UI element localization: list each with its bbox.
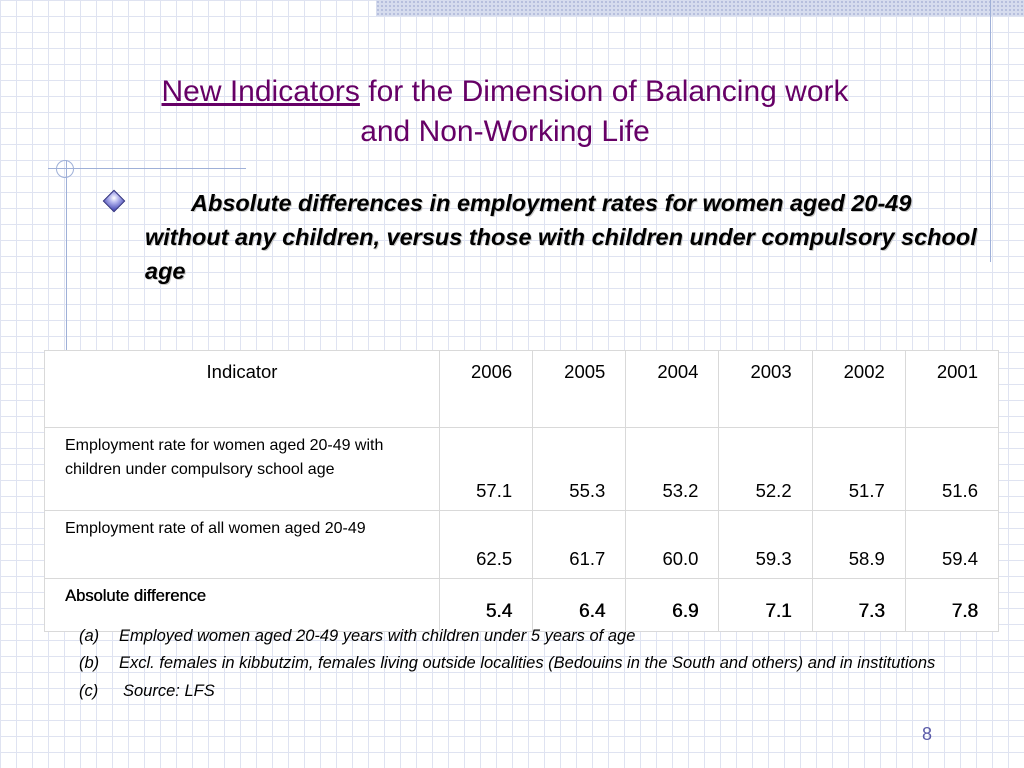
footnotes: (a) Employed women aged 20-49 years with … xyxy=(79,626,959,709)
header-year: 2002 xyxy=(811,350,906,428)
table-row-difference: Absolute difference 5.4 6.4 6.9 7.1 7.3 … xyxy=(44,578,1000,632)
table-cell: 53.2 xyxy=(625,427,720,511)
title-line-2: and Non-Working Life xyxy=(360,115,650,148)
header-indicator: Indicator xyxy=(44,350,440,428)
decorative-vertical-line-right xyxy=(990,0,991,262)
decorative-vertical-line-left xyxy=(66,160,67,418)
footnote-letter: (b) xyxy=(79,654,100,672)
decorative-ring xyxy=(56,160,74,178)
table-cell: 59.3 xyxy=(718,510,813,579)
table-row: Employment rate of all women aged 20-49 … xyxy=(44,510,1000,579)
table-cell: 51.7 xyxy=(811,427,906,511)
table-cell: 57.1 xyxy=(438,427,534,511)
title-rest: for the Dimension of Balancing work xyxy=(359,75,849,108)
table-cell: 55.3 xyxy=(532,427,627,511)
table-cell: 51.6 xyxy=(904,427,1000,511)
table-cell: 58.9 xyxy=(811,510,906,579)
employment-rates-table: Indicator 2006 2005 2004 2003 2002 2001 … xyxy=(44,350,1000,632)
table-cell: 7.8 xyxy=(904,578,1000,632)
table-cell: 6.4 xyxy=(532,578,627,632)
table-header-row: Indicator 2006 2005 2004 2003 2002 2001 xyxy=(44,350,1000,428)
footnote-text: Source: LFS xyxy=(123,682,215,700)
footnote-letter: (a) xyxy=(79,627,100,645)
bullet-text: Absolute differences in employment rates… xyxy=(145,190,977,284)
footnote-letter: (c) xyxy=(79,682,99,700)
decorative-horizontal-line xyxy=(48,168,246,169)
row-label: Employment rate of all women aged 20-49 xyxy=(44,510,440,579)
footnote: (c) Source: LFS xyxy=(79,681,959,701)
table-cell: 7.1 xyxy=(718,578,813,632)
table-row: Employment rate for women aged 20-49 wit… xyxy=(44,427,1000,511)
table-cell: 52.2 xyxy=(718,427,813,511)
table-cell: 61.7 xyxy=(532,510,627,579)
table-cell: 5.4 xyxy=(438,578,534,632)
title-link-new-indicators[interactable]: New Indicators xyxy=(161,75,360,108)
table-cell: 62.5 xyxy=(438,510,534,579)
row-label: Employment rate for women aged 20-49 wit… xyxy=(44,427,440,511)
header-year: 2001 xyxy=(904,350,1000,428)
header-year: 2006 xyxy=(438,350,534,428)
footnote: (a) Employed women aged 20-49 years with … xyxy=(79,626,959,646)
top-decorative-band xyxy=(376,0,1024,16)
footnote-text: Employed women aged 20-49 years with chi… xyxy=(119,627,636,645)
table-cell: 59.4 xyxy=(904,510,1000,579)
slide-title: New Indicators for the Dimension of Bala… xyxy=(90,72,920,152)
header-year: 2003 xyxy=(718,350,813,428)
header-year: 2004 xyxy=(625,350,720,428)
title-line-1: New Indicators for the Dimension of Bala… xyxy=(90,72,920,112)
footnote: (b) Excl. females in kibbutzim, females l… xyxy=(79,654,959,673)
table-cell: 60.0 xyxy=(625,510,720,579)
diamond-bullet-icon xyxy=(102,189,126,213)
table-cell: 6.9 xyxy=(625,578,720,632)
footnote-text: Excl. females in kibbutzim, females livi… xyxy=(119,654,936,672)
header-year: 2005 xyxy=(532,350,627,428)
table-cell: 7.3 xyxy=(811,578,906,632)
row-label: Absolute difference xyxy=(44,578,440,632)
page-number: 8 xyxy=(922,724,933,744)
